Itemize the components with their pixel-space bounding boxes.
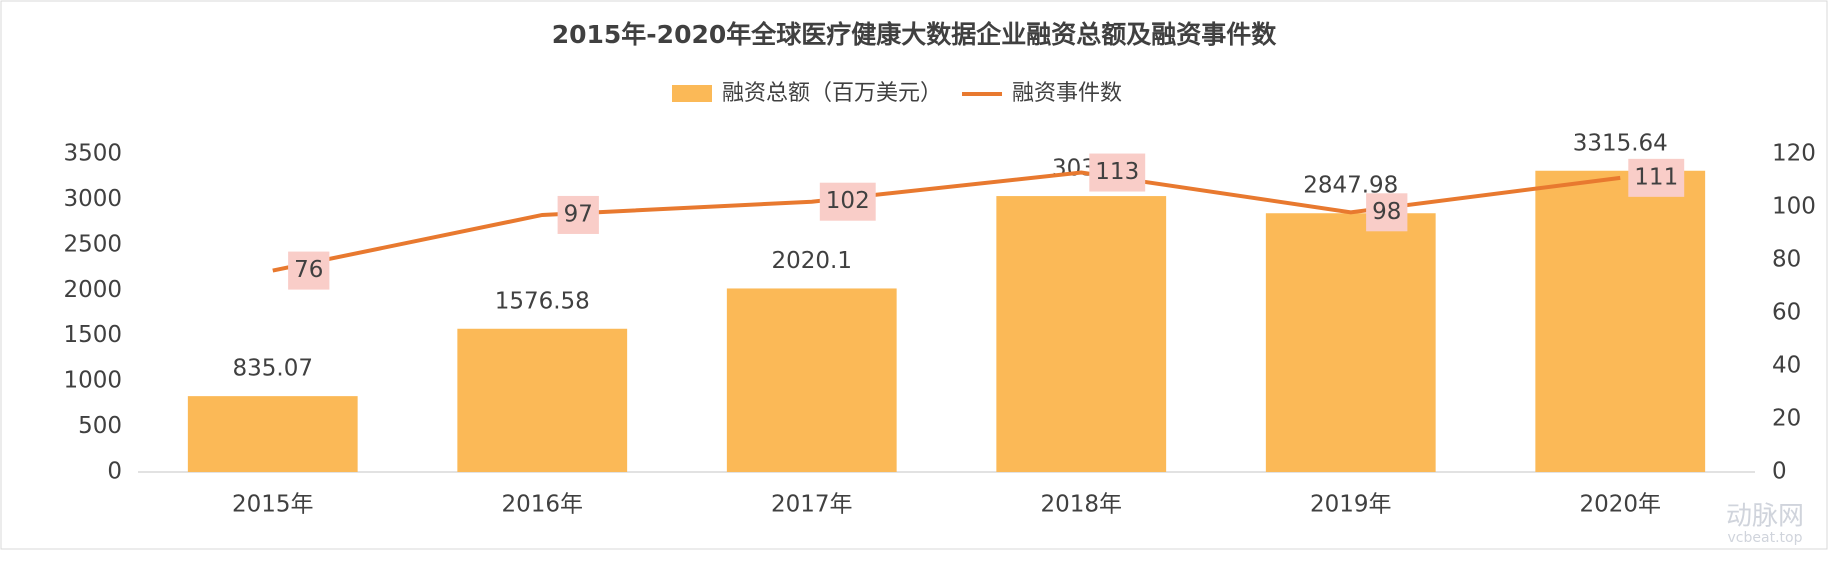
bar bbox=[1265, 213, 1436, 473]
bar bbox=[996, 196, 1167, 472]
legend-swatch bbox=[672, 85, 712, 102]
y2-tick-label: 20 bbox=[1772, 406, 1801, 432]
y-tick-label: 1500 bbox=[63, 322, 122, 348]
watermark-sub: vcbeat.top bbox=[1728, 530, 1803, 546]
bar-value-label: 2020.1 bbox=[772, 248, 852, 274]
y2-tick-label: 60 bbox=[1772, 300, 1801, 326]
y2-tick-label: 80 bbox=[1772, 247, 1801, 273]
watermark: 动脉网 bbox=[1726, 502, 1804, 532]
legend-label: 融资事件数 bbox=[1012, 81, 1122, 106]
x-tick-label: 2018年 bbox=[1040, 492, 1122, 518]
y-tick-label: 0 bbox=[107, 459, 122, 485]
y2-tick-label: 0 bbox=[1772, 459, 1787, 485]
bar bbox=[457, 328, 628, 472]
bar bbox=[726, 288, 897, 472]
x-tick-label: 2020年 bbox=[1579, 492, 1661, 518]
chart-title: 2015年-2020年全球医疗健康大数据企业融资总额及融资事件数 bbox=[552, 20, 1278, 49]
label-box bbox=[288, 251, 330, 290]
y-tick-label: 3000 bbox=[63, 186, 122, 212]
bar-value-label: 3315.64 bbox=[1573, 130, 1668, 156]
line-value-label: 111 bbox=[1634, 164, 1678, 190]
label-box bbox=[557, 195, 599, 234]
line-value-label: 97 bbox=[564, 201, 593, 227]
bar-value-label: 835.07 bbox=[233, 356, 313, 382]
line-value-label: 76 bbox=[294, 257, 323, 283]
y-tick-label: 2500 bbox=[63, 231, 122, 257]
y2-tick-label: 40 bbox=[1772, 353, 1801, 379]
x-tick-label: 2016年 bbox=[501, 492, 583, 518]
bar bbox=[1535, 170, 1706, 472]
x-tick-label: 2017年 bbox=[771, 492, 853, 518]
line-value-label: 98 bbox=[1372, 199, 1401, 225]
bar-value-label: 1576.58 bbox=[495, 288, 590, 314]
legend-label: 融资总额（百万美元） bbox=[722, 81, 942, 106]
y-tick-label: 3500 bbox=[63, 141, 122, 167]
y-tick-label: 500 bbox=[78, 413, 122, 439]
y2-tick-label: 120 bbox=[1772, 141, 1816, 167]
x-tick-label: 2019年 bbox=[1310, 492, 1392, 518]
y-tick-label: 1000 bbox=[63, 368, 122, 394]
label-box bbox=[1366, 193, 1408, 232]
label-box bbox=[1089, 153, 1146, 192]
y-tick-label: 2000 bbox=[63, 277, 122, 303]
line-value-label: 113 bbox=[1095, 159, 1139, 185]
label-box bbox=[819, 182, 876, 221]
label-box bbox=[1628, 158, 1685, 197]
y2-tick-label: 100 bbox=[1772, 194, 1816, 220]
bar bbox=[187, 396, 358, 472]
line-value-label: 102 bbox=[826, 188, 870, 214]
x-tick-label: 2015年 bbox=[232, 492, 314, 518]
